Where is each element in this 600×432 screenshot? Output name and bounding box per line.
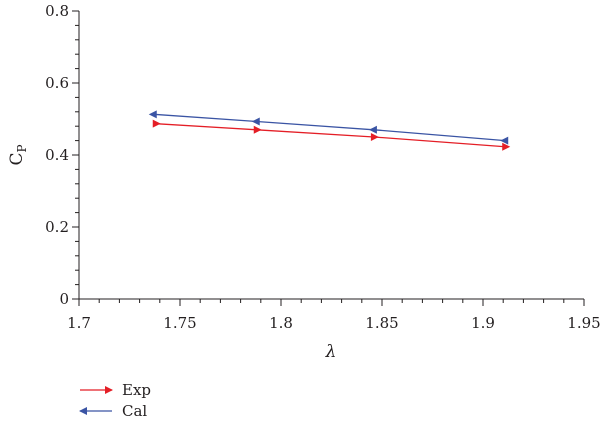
y-tick-label: 0 [59, 290, 69, 308]
series-cal-line [153, 113, 506, 142]
legend-item-cal: Cal [79, 402, 147, 420]
legend-item-exp: Exp [80, 381, 151, 399]
tick-labels: 1.7 1.75 1.8 1.85 1.9 1.95 0 0.2 0.4 0.6 0.8 [45, 2, 600, 332]
y-tick-label: 0.6 [45, 74, 69, 92]
y-tick-label: 0.8 [45, 2, 69, 20]
legend-swatch-marker [79, 407, 87, 415]
series-cal-marker [500, 136, 509, 145]
y-axis-title-subscript: P [15, 144, 29, 152]
series-cal-marker [148, 110, 157, 119]
x-tick-label: 1.95 [567, 314, 600, 332]
y-tick-label: 0.4 [45, 146, 69, 164]
x-tick-label: 1.85 [365, 314, 398, 332]
legend-swatch-marker [105, 386, 113, 394]
legend: Exp Cal [79, 381, 151, 420]
series-exp-marker [152, 119, 161, 128]
x-tick-label: 1.9 [471, 314, 495, 332]
series-exp-line [155, 123, 506, 148]
series-exp [152, 119, 511, 151]
series-exp-marker [370, 133, 379, 141]
major-ticks [72, 10, 585, 306]
axes [78, 11, 584, 300]
legend-label-cal: Cal [122, 402, 147, 420]
series-cal [148, 110, 509, 145]
x-tick-label: 1.75 [163, 314, 196, 332]
x-tick-label: 1.7 [67, 314, 91, 332]
legend-label-exp: Exp [122, 381, 151, 399]
series-exp-marker [253, 125, 262, 134]
series-cal-marker [251, 117, 260, 126]
series-cal-marker [368, 125, 377, 134]
y-tick-label: 0.2 [45, 218, 69, 236]
x-axis-title: λ [325, 342, 337, 362]
series-layer [148, 110, 511, 151]
x-tick-label: 1.8 [269, 314, 293, 332]
minor-ticks [75, 24, 565, 303]
y-axis-title-base: C [7, 153, 27, 166]
y-axis-title: CP [7, 144, 29, 165]
series-exp-marker [502, 142, 511, 151]
